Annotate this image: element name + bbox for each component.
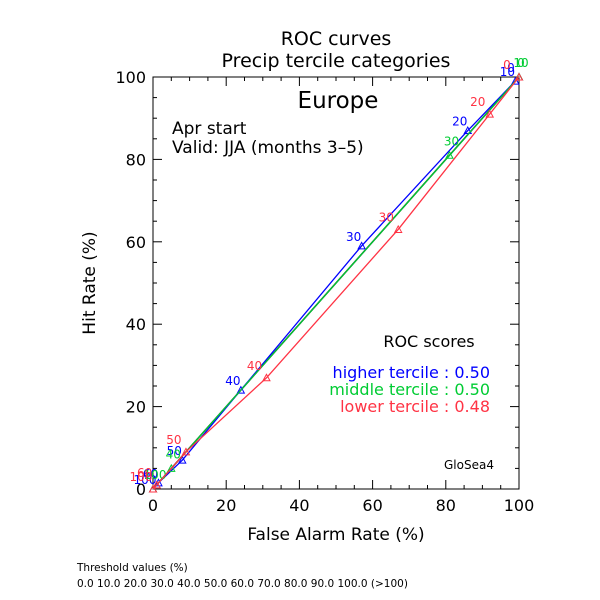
- threshold-label: 40: [225, 374, 240, 388]
- data-point-marker: [181, 447, 191, 456]
- threshold-label: 30: [444, 134, 459, 148]
- y-tick-label: 80: [126, 150, 146, 169]
- threshold-label: 10: [500, 65, 515, 79]
- data-point-marker: [393, 224, 403, 233]
- threshold-label: 0: [507, 61, 515, 75]
- model-label: GloSea4: [444, 458, 494, 472]
- threshold-values: 0.0 10.0 20.0 30.0 40.0 50.0 60.0 70.0 8…: [77, 578, 408, 590]
- tick-marks: [152, 76, 520, 490]
- threshold-label: 20: [452, 115, 467, 129]
- threshold-label: 40: [166, 447, 181, 461]
- data-point-marker: [177, 455, 187, 464]
- roc-scores-title: ROC scores: [383, 332, 474, 351]
- x-tick-label: 80: [436, 496, 456, 515]
- threshold-label: 30: [379, 210, 394, 224]
- y-tick-label: 60: [126, 233, 146, 252]
- region-label: Europe: [298, 88, 379, 114]
- data-point-marker: [357, 241, 366, 250]
- threshold-label: 30: [346, 230, 361, 244]
- y-tick-label: 100: [115, 68, 146, 87]
- x-tick-label: 40: [289, 496, 309, 515]
- threshold-label: 40: [247, 359, 262, 373]
- threshold-label: 100: [134, 473, 157, 487]
- x-tick-label: 20: [216, 496, 236, 515]
- threshold-label: 100: [130, 470, 153, 484]
- threshold-label: 60: [137, 466, 152, 480]
- x-tick-label: 0: [148, 496, 158, 515]
- data-point-marker: [514, 72, 524, 81]
- y-tick-label: 40: [126, 315, 146, 334]
- data-point-marker: [166, 463, 176, 472]
- chart-title: ROC curves: [281, 28, 392, 50]
- threshold-title: Threshold values (%): [77, 562, 188, 574]
- threshold-label: 0: [517, 56, 525, 70]
- data-point-marker: [463, 126, 473, 135]
- threshold-label: 50: [166, 433, 181, 447]
- data-point-marker: [152, 480, 161, 489]
- data-point-marker: [485, 109, 495, 118]
- y-tick-label: 0: [136, 480, 146, 499]
- data-point-marker: [445, 150, 454, 159]
- valid-label: Valid: JJA (months 3–5): [172, 138, 364, 158]
- x-tick-label: 60: [362, 496, 382, 515]
- score-higher-tercile: higher tercile : 0.50: [333, 363, 490, 382]
- threshold-label: 10: [513, 56, 528, 70]
- threshold-label: 20: [470, 95, 485, 109]
- data-point-marker: [236, 385, 246, 394]
- y-axis-label: Hit Rate (%): [80, 231, 100, 334]
- score-middle-tercile: middle tercile : 0.50: [329, 380, 490, 399]
- score-lower-tercile: lower tercile : 0.48: [340, 397, 490, 416]
- x-tick-label: 100: [504, 496, 535, 515]
- threshold-label: 0: [503, 58, 511, 72]
- data-point-marker: [262, 373, 271, 382]
- y-tick-label: 20: [126, 398, 146, 417]
- chart-subtitle: Precip tercile categories: [222, 50, 451, 72]
- data-point-marker: [148, 484, 158, 493]
- start-label: Apr start: [172, 119, 247, 139]
- threshold-label: 60: [143, 467, 158, 481]
- series-line: [152, 76, 520, 490]
- data-point-marker: [511, 76, 520, 85]
- threshold-label: 100: [144, 468, 167, 482]
- x-axis-label: False Alarm Rate (%): [247, 525, 424, 545]
- threshold-label: 50: [167, 444, 182, 458]
